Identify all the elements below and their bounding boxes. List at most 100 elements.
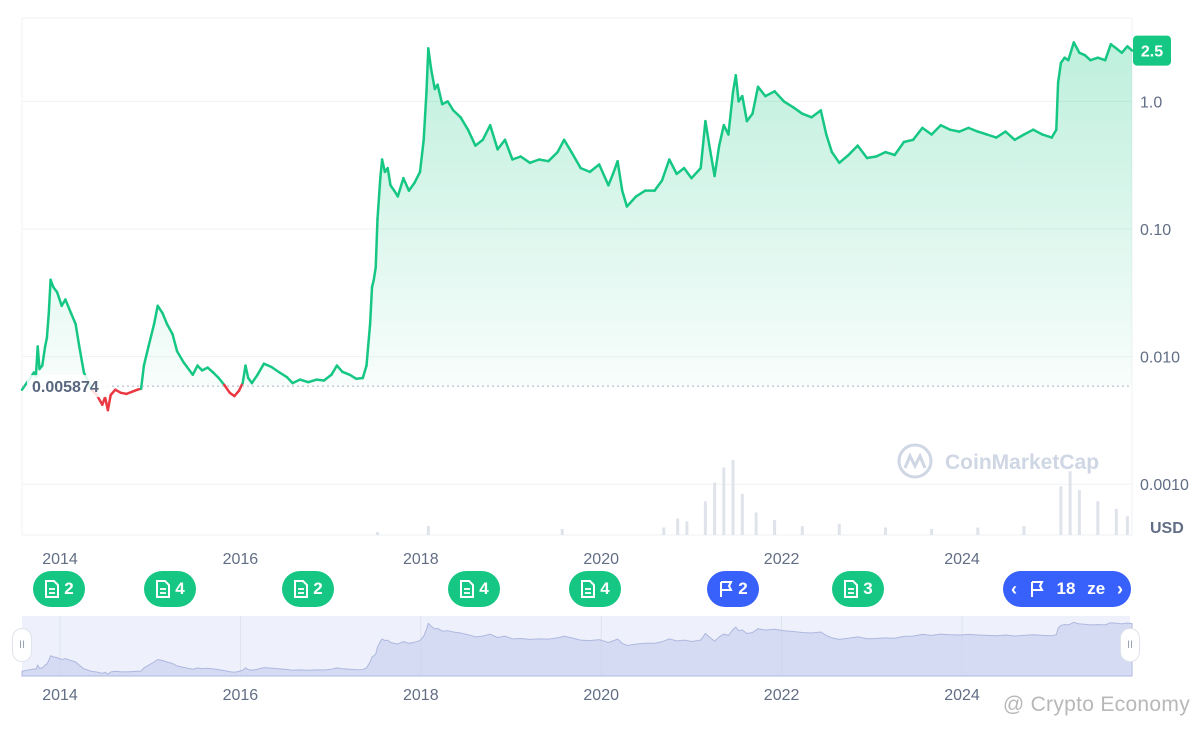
volume-bar bbox=[754, 512, 758, 535]
price-line-segment bbox=[365, 322, 372, 367]
event-badge-news[interactable]: 2 bbox=[33, 571, 85, 607]
price-line-segment bbox=[1041, 133, 1053, 139]
price-line-segment bbox=[370, 278, 376, 289]
price-line-segment bbox=[764, 90, 776, 98]
price-line-segment bbox=[958, 126, 970, 133]
price-line-segment bbox=[43, 336, 49, 348]
event-count: 2 bbox=[738, 579, 748, 598]
event-count: 4 bbox=[175, 579, 185, 598]
price-line-segment bbox=[717, 123, 726, 147]
price-line-segment bbox=[503, 138, 514, 161]
event-badge-news[interactable]: 4 bbox=[144, 571, 196, 607]
volume-bar bbox=[560, 529, 564, 535]
price-line-segment bbox=[322, 373, 333, 382]
price-line-segment bbox=[262, 362, 273, 369]
price-line-segment bbox=[175, 350, 185, 364]
price-line-segment bbox=[427, 47, 433, 71]
price-line-segment bbox=[1056, 61, 1063, 84]
price-line-segment bbox=[893, 140, 906, 157]
price-line-segment bbox=[1050, 128, 1058, 139]
price-line-segment bbox=[967, 126, 980, 133]
price-line-segment bbox=[874, 150, 887, 158]
price-line-segment bbox=[745, 112, 754, 123]
event-badge-news[interactable]: 3 bbox=[832, 571, 884, 607]
source-credit: @ Crypto Economy bbox=[1002, 693, 1190, 716]
price-line-segment bbox=[741, 94, 749, 123]
price-line-segment bbox=[222, 383, 232, 395]
price-line-segment bbox=[407, 181, 416, 192]
x-tick-label: 2024 bbox=[944, 551, 980, 568]
price-line-segment bbox=[147, 322, 156, 348]
price-line-segment bbox=[161, 311, 169, 326]
price-line-segment bbox=[376, 176, 382, 221]
price-line-segment bbox=[1103, 43, 1113, 62]
flag-icon bbox=[1029, 580, 1045, 598]
price-line-segment bbox=[791, 105, 804, 115]
price-line-segment bbox=[660, 158, 671, 182]
price-line-segment bbox=[348, 373, 358, 381]
price-line-segment bbox=[547, 150, 559, 163]
navigator[interactable]: 2014 2016 2018 2020 2022 2024 bbox=[21, 616, 1133, 704]
price-line-segment bbox=[368, 285, 374, 326]
price-line-segment bbox=[948, 128, 961, 133]
price-line-segment bbox=[810, 109, 823, 119]
price-line-segment bbox=[1120, 45, 1129, 55]
volume-bar bbox=[976, 527, 980, 535]
reference-line: 0.005874 bbox=[22, 375, 1132, 398]
event-badge-news[interactable]: 2 bbox=[282, 571, 334, 607]
event-badge-milestone-group[interactable]: ‹ 18 ze › bbox=[1003, 571, 1131, 607]
x-axis: 2014 2016 2018 2020 2022 2024 bbox=[42, 551, 980, 568]
last-price-value: 2.5 bbox=[1141, 44, 1163, 61]
price-line-segment bbox=[307, 378, 318, 384]
event-badge-news[interactable]: 4 bbox=[569, 571, 621, 607]
price-line-segment bbox=[1022, 128, 1035, 136]
price-line-segment bbox=[884, 150, 896, 157]
y-axis: 1.0 0.10 0.010 0.0010 USD bbox=[1140, 94, 1189, 537]
price-line-segment bbox=[856, 144, 869, 160]
price-line-segment bbox=[653, 179, 664, 192]
watermark: CoinMarketCap bbox=[897, 443, 1099, 479]
price-line-segment bbox=[386, 166, 392, 187]
volume-bar bbox=[1068, 471, 1072, 535]
price-line-segment bbox=[330, 364, 339, 377]
event-badge-milestone[interactable]: 2 bbox=[707, 571, 759, 607]
price-line-segment bbox=[847, 144, 859, 157]
event-count: 2 bbox=[64, 579, 74, 598]
price-line-segment bbox=[825, 133, 834, 154]
price-line-segment bbox=[45, 311, 51, 340]
price-line-segment bbox=[1072, 41, 1081, 55]
price-line-segment bbox=[751, 85, 760, 115]
volume-bar bbox=[1059, 486, 1063, 535]
price-line-segment bbox=[270, 365, 281, 374]
x-tick-label: 2020 bbox=[583, 551, 619, 568]
volume-bar bbox=[376, 532, 380, 535]
event-badge-news[interactable]: 4 bbox=[448, 571, 500, 607]
price-line-segment bbox=[782, 100, 795, 109]
price-line-segment bbox=[801, 112, 813, 119]
document-icon bbox=[459, 580, 475, 598]
x-tick-label: 2014 bbox=[42, 551, 78, 568]
price-line-segment bbox=[911, 126, 924, 142]
volume-bar bbox=[676, 518, 680, 535]
price-line-segment bbox=[372, 266, 377, 282]
price-line-segment bbox=[452, 109, 462, 119]
price-line-segment bbox=[74, 322, 81, 348]
coinmarketcap-logo-icon bbox=[897, 443, 933, 479]
navigator-x-tick-label: 2020 bbox=[583, 687, 619, 704]
volume-bar bbox=[930, 529, 934, 535]
price-line-segment bbox=[422, 90, 428, 142]
price-line-segment bbox=[1089, 56, 1100, 62]
price-line-segment bbox=[902, 138, 915, 144]
price-line-segment bbox=[1013, 133, 1026, 142]
chevron-left-icon: ‹ bbox=[1011, 578, 1017, 599]
navigator-right-handle[interactable]: II bbox=[1120, 628, 1140, 662]
price-line-segment bbox=[830, 150, 841, 165]
price-line-segment bbox=[436, 83, 444, 106]
price-line-segment bbox=[429, 67, 437, 91]
price-line-segment bbox=[341, 370, 352, 377]
price-line-segment bbox=[69, 311, 77, 326]
volume-bar bbox=[1096, 501, 1100, 535]
navigator-left-handle[interactable]: II bbox=[12, 628, 32, 662]
price-line-segment bbox=[481, 123, 492, 142]
